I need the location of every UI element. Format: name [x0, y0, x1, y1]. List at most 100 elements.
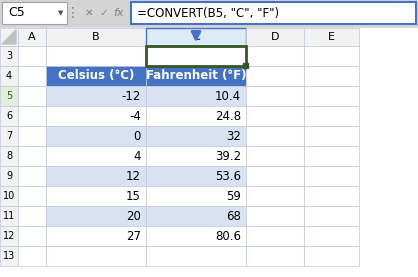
Bar	[304, 146, 359, 166]
Bar	[0, 46, 18, 66]
Bar	[46, 246, 146, 266]
Text: ✓: ✓	[99, 8, 108, 18]
Bar	[0, 226, 18, 246]
Bar	[0, 186, 18, 206]
Bar	[46, 28, 146, 46]
Bar	[18, 246, 46, 266]
Bar	[246, 28, 304, 46]
Bar	[246, 66, 304, 86]
Bar	[246, 206, 304, 226]
Bar	[18, 166, 46, 186]
Bar	[0, 28, 18, 46]
Text: A: A	[28, 32, 36, 42]
Bar	[304, 106, 359, 126]
Bar	[0, 126, 18, 146]
Text: 80.6: 80.6	[215, 230, 241, 242]
Text: 13: 13	[3, 251, 15, 261]
Text: 20: 20	[126, 209, 141, 222]
Bar	[0, 106, 18, 126]
Text: 53.6: 53.6	[215, 170, 241, 183]
Bar	[304, 126, 359, 146]
Text: 5: 5	[6, 91, 12, 101]
Bar	[46, 226, 146, 246]
Text: 15: 15	[126, 189, 141, 202]
Text: 8: 8	[6, 151, 12, 161]
Bar	[18, 126, 46, 146]
Bar	[146, 46, 246, 66]
Bar	[146, 86, 246, 106]
Bar	[46, 106, 146, 126]
Text: 10.4: 10.4	[215, 89, 241, 102]
Text: 7: 7	[6, 131, 12, 141]
Bar	[246, 106, 304, 126]
Bar	[304, 206, 359, 226]
Bar	[146, 206, 246, 226]
Bar	[304, 246, 359, 266]
Text: B: B	[92, 32, 100, 42]
Bar	[304, 86, 359, 106]
Bar	[46, 206, 146, 226]
Text: -4: -4	[129, 109, 141, 122]
Bar	[131, 2, 416, 24]
Bar	[146, 166, 246, 186]
Bar	[46, 86, 146, 106]
Text: Fahrenheit (°F): Fahrenheit (°F)	[146, 70, 246, 83]
Text: 4: 4	[133, 150, 141, 163]
Bar	[246, 146, 304, 166]
Text: Celsius (°C): Celsius (°C)	[58, 70, 134, 83]
Text: 39.2: 39.2	[215, 150, 241, 163]
Bar	[243, 63, 248, 68]
Text: D: D	[271, 32, 279, 42]
Bar	[18, 28, 46, 46]
Text: 0: 0	[134, 130, 141, 142]
Bar	[146, 66, 246, 86]
Bar	[304, 28, 359, 46]
Bar	[246, 246, 304, 266]
Text: 10: 10	[3, 191, 15, 201]
Text: ✕: ✕	[85, 8, 94, 18]
Bar	[304, 166, 359, 186]
Bar	[18, 46, 46, 66]
Bar	[146, 126, 246, 146]
Bar	[46, 66, 146, 86]
Bar	[146, 28, 246, 46]
Bar	[0, 146, 18, 166]
Bar	[146, 46, 246, 66]
Bar	[0, 0, 418, 26]
Text: 24.8: 24.8	[215, 109, 241, 122]
Bar	[46, 126, 146, 146]
Text: ⋮: ⋮	[66, 6, 80, 20]
Bar	[2, 2, 67, 24]
Polygon shape	[2, 30, 16, 44]
Bar	[18, 226, 46, 246]
Text: 11: 11	[3, 211, 15, 221]
Bar	[304, 46, 359, 66]
Text: 9: 9	[6, 171, 12, 181]
Bar	[18, 146, 46, 166]
Bar	[18, 106, 46, 126]
Bar	[0, 28, 418, 277]
Bar	[146, 246, 246, 266]
Bar	[46, 46, 146, 66]
Bar	[246, 126, 304, 146]
Text: -12: -12	[122, 89, 141, 102]
Bar	[18, 86, 46, 106]
Text: =CONVERT(B5, "C", "F"): =CONVERT(B5, "C", "F")	[137, 6, 279, 19]
Text: 68: 68	[226, 209, 241, 222]
Bar	[46, 166, 146, 186]
Bar	[0, 66, 18, 86]
Bar	[146, 186, 246, 206]
Bar	[304, 226, 359, 246]
Bar	[0, 246, 18, 266]
Bar	[0, 166, 18, 186]
Bar	[146, 106, 246, 126]
Bar	[0, 206, 18, 226]
Bar	[46, 186, 146, 206]
Text: 6: 6	[6, 111, 12, 121]
Text: 12: 12	[126, 170, 141, 183]
Bar	[18, 186, 46, 206]
Text: C: C	[192, 32, 200, 42]
Text: 27: 27	[126, 230, 141, 242]
Text: E: E	[328, 32, 335, 42]
Bar	[18, 206, 46, 226]
